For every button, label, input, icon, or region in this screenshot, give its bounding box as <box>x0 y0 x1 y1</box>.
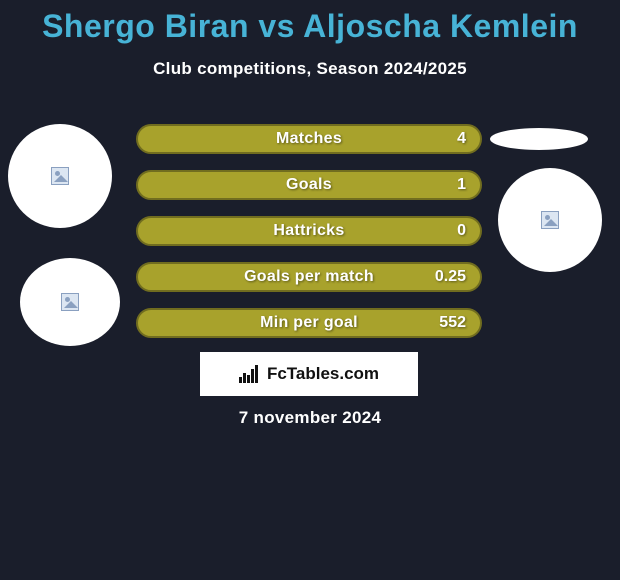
player-avatar-left-primary <box>8 124 112 228</box>
stat-bar: Goals per match 0.25 <box>136 262 482 292</box>
decorative-ellipse-right <box>490 128 588 150</box>
stat-bar-label: Hattricks <box>273 222 344 240</box>
page-title: Shergo Biran vs Aljoscha Kemlein <box>0 0 620 45</box>
subtitle: Club competitions, Season 2024/2025 <box>0 59 620 79</box>
stat-bar-value: 0.25 <box>435 268 466 286</box>
stat-bar-label: Matches <box>276 130 342 148</box>
stat-bar-label: Goals per match <box>244 268 374 286</box>
player-avatar-right-primary <box>498 168 602 272</box>
player-avatar-left-secondary <box>20 258 120 346</box>
stat-bar-label: Min per goal <box>260 314 358 332</box>
date-text: 7 november 2024 <box>0 408 620 428</box>
stat-bar: Matches 4 <box>136 124 482 154</box>
stat-bar: Min per goal 552 <box>136 308 482 338</box>
stat-bar-label: Goals <box>286 176 332 194</box>
bar-chart-icon <box>239 365 261 383</box>
stat-bar: Hattricks 0 <box>136 216 482 246</box>
stat-bar-value: 1 <box>457 176 466 194</box>
stats-bar-list: Matches 4 Goals 1 Hattricks 0 Goals per match 0… <box>136 124 482 354</box>
stat-bar-value: 0 <box>457 222 466 240</box>
stat-bar-value: 552 <box>439 314 466 332</box>
stat-bar-value: 4 <box>457 130 466 148</box>
brand-text: FcTables.com <box>267 364 379 384</box>
brand-attribution: FcTables.com <box>200 352 418 396</box>
stat-bar: Goals 1 <box>136 170 482 200</box>
